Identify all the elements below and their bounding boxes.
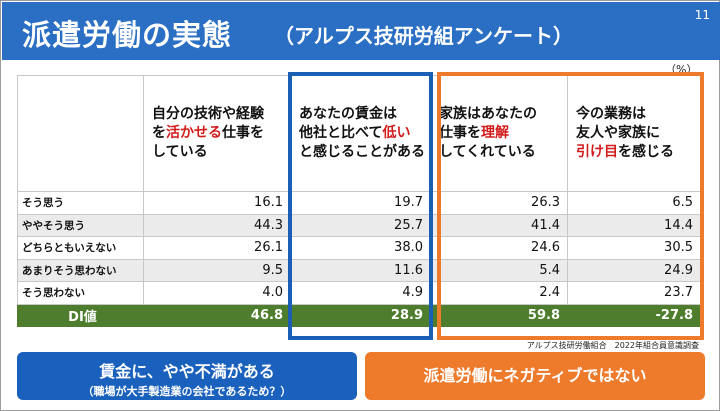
row-label: そう思わない bbox=[17, 281, 144, 305]
corner-cell bbox=[17, 75, 144, 192]
header-text: 今の業務は bbox=[576, 106, 646, 122]
value-cell: 25.7 bbox=[290, 213, 431, 237]
family-columns-highlight bbox=[437, 72, 704, 340]
column-header: あなたの賃金は 他社と比べて低いと感じることがある bbox=[290, 75, 431, 192]
slide-title: 派遣労働の実態 bbox=[22, 18, 233, 52]
header-text: あなたの賃金は bbox=[299, 106, 397, 122]
header-text: 友人や家族に bbox=[576, 125, 660, 141]
value-cell: 26.3 bbox=[430, 191, 568, 215]
table-header-row: 自分の技術や経験 を活かせる仕事を している あなたの賃金は 他社と比べて低い と感じる… bbox=[17, 75, 701, 192]
value-cell: 38.0 bbox=[290, 236, 431, 260]
di-row: DI値 46.8 28.9 59.8 -27.8 bbox=[17, 303, 701, 327]
table-row: ややそう思う 44.3 25.7 41.4 14.4 bbox=[17, 213, 701, 237]
header-text: 家族はあなたの bbox=[439, 106, 537, 122]
page-number: 11 bbox=[694, 8, 710, 22]
row-label: どちらともいえない bbox=[17, 236, 144, 260]
table-row: あまりそう思わない 9.5 11.6 5.4 24.9 bbox=[17, 258, 701, 282]
table-row: そう思う 16.1 19.7 26.3 6.5 bbox=[17, 191, 701, 215]
slide-header: 派遣労働の実態 （アルプス技研労組アンケート） 11 bbox=[2, 2, 720, 60]
table-row: どちらともいえない 26.1 38.0 24.6 30.5 bbox=[17, 236, 701, 260]
value-cell: 19.7 bbox=[290, 191, 431, 215]
header-text: している bbox=[152, 144, 208, 160]
column-header: 今の業務は友人や家族に 引け目を感じる bbox=[567, 75, 701, 192]
value-cell: 30.5 bbox=[567, 236, 701, 260]
wage-conclusion-note: （職場が大手製造業の会社であるため？） bbox=[82, 385, 292, 398]
survey-table: 自分の技術や経験 を活かせる仕事を している あなたの賃金は 他社と比べて低い と感じる… bbox=[17, 75, 701, 327]
row-label: ややそう思う bbox=[17, 213, 144, 237]
value-cell: 6.5 bbox=[567, 191, 701, 215]
header-highlight-text: 活かせる bbox=[166, 125, 222, 141]
wage-conclusion-box: 賃金に、やや不満がある （職場が大手製造業の会社であるため？） bbox=[17, 352, 357, 400]
di-value: -27.8 bbox=[567, 303, 701, 327]
value-cell: 44.3 bbox=[143, 213, 291, 237]
header-highlight-text: 低い bbox=[382, 125, 411, 141]
wage-conclusion-main: 賃金に、やや不満がある bbox=[99, 362, 275, 381]
header-text: と感じることがある bbox=[299, 144, 425, 160]
header-text: を感じる bbox=[618, 144, 674, 160]
value-cell: 9.5 bbox=[143, 258, 291, 282]
value-cell: 4.0 bbox=[143, 281, 291, 305]
di-label: DI値 bbox=[17, 303, 144, 327]
header-text: 仕事を bbox=[439, 125, 481, 141]
header-highlight-text: 引け目 bbox=[576, 144, 618, 160]
source-note: アルプス技研労働組合 2022年組合員意識調査 bbox=[526, 341, 699, 350]
row-label: あまりそう思わない bbox=[17, 258, 144, 282]
value-cell: 24.9 bbox=[567, 258, 701, 282]
header-text: を bbox=[152, 125, 166, 141]
value-cell: 41.4 bbox=[430, 213, 568, 237]
value-cell: 26.1 bbox=[143, 236, 291, 260]
column-header: 自分の技術や経験 を活かせる仕事を している bbox=[143, 75, 291, 192]
header-text: してくれている bbox=[439, 144, 536, 160]
column-header: 家族はあなたの 仕事を理解してくれている bbox=[430, 75, 568, 192]
di-value: 59.8 bbox=[430, 303, 568, 327]
dispatch-conclusion-text: 派遣労働にネガティブではない bbox=[423, 366, 647, 385]
value-cell: 16.1 bbox=[143, 191, 291, 215]
header-highlight-text: 理解 bbox=[481, 125, 509, 141]
dispatch-conclusion-box: 派遣労働にネガティブではない bbox=[365, 352, 705, 400]
header-text: 他社と比べて bbox=[299, 125, 383, 141]
value-cell: 4.9 bbox=[290, 281, 431, 305]
di-value: 46.8 bbox=[143, 303, 291, 327]
header-text: 自分の技術や経験 bbox=[152, 106, 264, 122]
row-label: そう思う bbox=[17, 191, 144, 215]
header-text: 仕事を bbox=[222, 125, 264, 141]
value-cell: 11.6 bbox=[290, 258, 431, 282]
value-cell: 23.7 bbox=[567, 281, 701, 305]
value-cell: 14.4 bbox=[567, 213, 701, 237]
di-value: 28.9 bbox=[290, 303, 431, 327]
wage-column-highlight bbox=[288, 72, 433, 340]
slide-subtitle: （アルプス技研労組アンケート） bbox=[274, 24, 573, 48]
table-row: そう思わない 4.0 4.9 2.4 23.7 bbox=[17, 281, 701, 305]
